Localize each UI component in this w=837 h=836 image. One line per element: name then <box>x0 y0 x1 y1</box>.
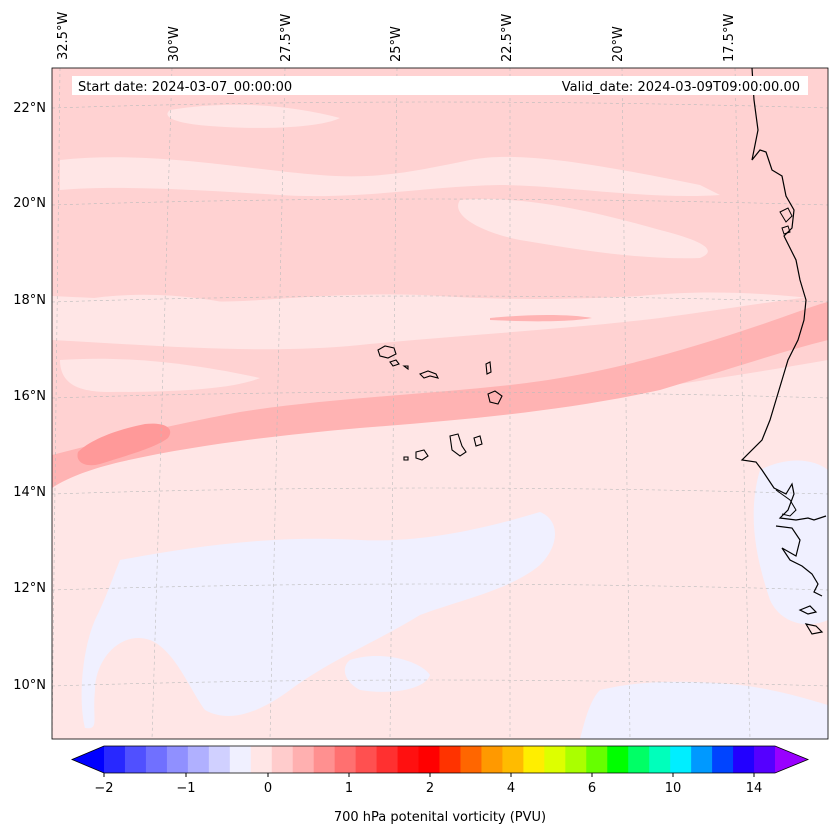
colorbar-tick-label: 6 <box>588 781 596 796</box>
lat-label-16n: 16°N <box>13 389 46 404</box>
pv-patch-2 <box>458 199 708 259</box>
colorbar-swatch <box>460 746 483 773</box>
pv-negative-patch-4 <box>580 681 828 739</box>
colorbar-swatch <box>334 746 357 773</box>
pv-negative-patch-1 <box>81 512 555 729</box>
colorbar-swatch <box>586 746 608 773</box>
colorbar-swatch <box>565 746 587 773</box>
lon-label-17-5w: 17.5°W <box>722 14 737 62</box>
island-santo-antao <box>377 345 397 359</box>
lon-label-25w: 25°W <box>389 26 404 62</box>
colorbar-swatch <box>313 746 336 773</box>
colorbar-swatch <box>523 746 545 773</box>
cape-verde-islands <box>377 345 503 461</box>
island-sao-nicolau <box>419 370 440 379</box>
island-santa-luzia <box>402 365 409 371</box>
pv-negative-patch-2 <box>344 655 430 692</box>
lat-label-12n: 12°N <box>13 581 46 596</box>
colorbar-swatch <box>691 746 713 773</box>
island-maio <box>473 435 483 447</box>
lat-label-20n: 20°N <box>13 196 46 211</box>
pv-patch-1 <box>60 156 720 197</box>
colorbar-swatch <box>628 746 650 773</box>
island-fogo <box>415 449 429 461</box>
map-frame <box>51 67 829 740</box>
colorbar-swatch <box>733 746 755 773</box>
pv-contour-core-east <box>490 315 592 322</box>
colorbar-swatch <box>250 746 273 773</box>
island-santiago <box>449 433 467 457</box>
island-bijagos <box>779 207 793 223</box>
lat-label-10n: 10°N <box>13 678 46 693</box>
colorbar-swatch <box>104 746 126 773</box>
colorbar-tick-label: 0 <box>264 781 272 796</box>
colorbar-swatch <box>502 746 524 773</box>
valid-date-label: Valid_date: 2024-03-09T09:00:00.00 <box>562 80 800 95</box>
colorbar-swatch <box>649 746 671 773</box>
colorbar-swatch <box>292 746 315 773</box>
pv-patch-4 <box>167 104 340 128</box>
colorbar-swatch <box>229 746 252 773</box>
colorbar-swatch <box>754 746 776 773</box>
africa-coastline <box>740 68 827 635</box>
colorbar-swatch <box>187 746 210 773</box>
lat-label-14n: 14°N <box>13 485 46 500</box>
island-brava <box>403 456 409 461</box>
colorbar-swatch <box>607 746 629 773</box>
graticule <box>52 68 828 739</box>
colorbar-extend-min <box>72 746 104 773</box>
pv-contour-core <box>77 423 171 466</box>
colorbar: −2 −1 0 1 2 4 6 10 14 <box>70 745 810 796</box>
header-box <box>72 76 808 95</box>
colorbar-swatch <box>124 746 147 773</box>
lon-label-27-5w: 27.5°W <box>279 14 294 62</box>
pv-contour-strong-band <box>52 302 828 488</box>
colorbar-tick-label: 14 <box>746 781 763 796</box>
colorbar-swatch <box>544 746 566 773</box>
lon-label-22-5w: 22.5°W <box>500 14 515 62</box>
colorbar-swatch <box>481 746 504 773</box>
senegal-outline <box>775 489 797 517</box>
colorbar-tick-label: −2 <box>94 781 113 796</box>
pv-negative-patch-5 <box>139 598 163 615</box>
pv-patch-5 <box>60 358 260 392</box>
pv-patch-3 <box>77 294 260 319</box>
colorbar-extend-max <box>775 746 808 773</box>
colorbar-swatch <box>397 746 420 773</box>
island-sao-vicente <box>389 359 400 367</box>
colorbar-tick-label: 1 <box>345 781 353 796</box>
colorbar-tick-label: 4 <box>507 781 515 796</box>
lon-label-30w: 30°W <box>167 26 182 62</box>
pv-negative-patch-3 <box>753 460 828 625</box>
colorbar-swatch <box>208 746 231 773</box>
lon-label-20w: 20°W <box>611 26 626 62</box>
colorbar-swatch <box>418 746 441 773</box>
colorbar-swatch <box>670 746 692 773</box>
colorbar-swatch <box>271 746 294 773</box>
colorbar-tick-label: −1 <box>176 781 195 796</box>
colorbar-label: 700 hPa potenital vorticity (PVU) <box>334 810 546 825</box>
island-sal <box>485 361 492 375</box>
lat-label-22n: 22°N <box>13 101 46 116</box>
map-panel <box>52 68 828 739</box>
colorbar-swatch <box>145 746 168 773</box>
colorbar-swatch <box>712 746 734 773</box>
colorbar-swatch <box>439 746 462 773</box>
colorbar-swatch <box>376 746 399 773</box>
island-boa-vista <box>487 390 503 405</box>
colorbar-tick-label: 2 <box>426 781 434 796</box>
colorbar-swatch <box>166 746 189 773</box>
island-canary <box>781 225 791 235</box>
lon-label-32-5w: 32.5°W <box>56 12 71 60</box>
start-date-label: Start date: 2024-03-07_00:00:00 <box>78 80 292 95</box>
colorbar-tick-label: 10 <box>665 781 682 796</box>
colorbar-swatch <box>355 746 378 773</box>
lat-label-18n: 18°N <box>13 293 46 308</box>
